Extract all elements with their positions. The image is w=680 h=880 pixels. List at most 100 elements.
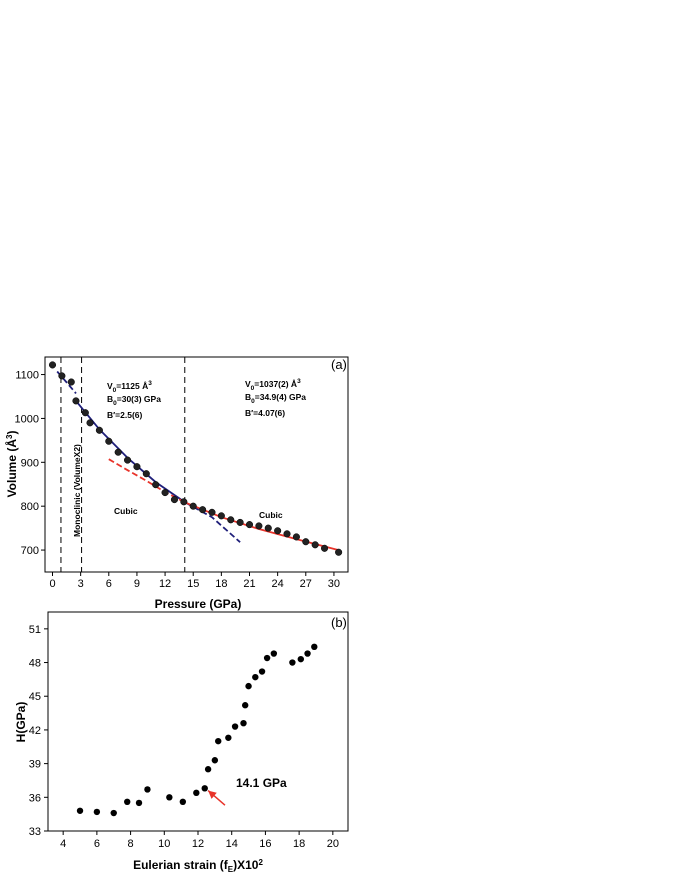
volume-data-point <box>170 496 179 504</box>
volume-data-point <box>199 506 207 514</box>
x-tick-label: 20 <box>327 838 339 850</box>
volume-data-point <box>58 372 66 380</box>
y-tick-label: 39 <box>29 759 41 771</box>
y-tick-label: 51 <box>29 624 41 636</box>
y-tick-label: 1100 <box>15 370 39 382</box>
volume-data-point <box>302 538 310 546</box>
y-tick-label: 45 <box>29 691 41 703</box>
hardness-data-point <box>110 809 117 817</box>
volume-data-points <box>48 361 343 556</box>
y-tick-label: 33 <box>29 826 41 838</box>
left-fit-v0: V0=1125 Å3 <box>107 380 152 394</box>
x-tick-label: 6 <box>106 578 112 590</box>
y-tick-label: 42 <box>29 725 41 737</box>
volume-data-point <box>161 489 169 497</box>
y-tick-label: 1000 <box>15 413 39 425</box>
volume-data-point <box>114 448 122 456</box>
hardness-data-point <box>215 737 222 745</box>
volume-data-point <box>274 527 282 535</box>
panel-b-hardness-vs-strain: 4 6 8 10 12 14 16 18 20 33 36 39 42 45 48 51 (b) Euler… <box>14 611 349 874</box>
volume-data-point <box>245 521 254 529</box>
panel-b-x-ticks: 4 6 8 10 12 14 16 18 20 <box>60 831 339 850</box>
hardness-data-point <box>304 650 311 657</box>
volume-data-point <box>67 378 75 386</box>
volume-data-point <box>48 361 57 369</box>
hardness-data-point <box>311 643 318 651</box>
volume-data-point <box>227 516 235 524</box>
x-tick-label: 27 <box>300 578 312 590</box>
volume-data-point <box>335 548 343 556</box>
hardness-data-point <box>297 655 305 663</box>
x-tick-label: 21 <box>243 578 255 590</box>
hardness-data-point <box>258 668 266 675</box>
cubic-label-1: Cubic <box>114 506 138 516</box>
volume-data-point <box>105 437 113 445</box>
transition-arrow <box>207 790 226 806</box>
x-tick-label: 14 <box>226 838 238 850</box>
x-tick-label: 0 <box>49 578 55 590</box>
x-tick-label: 3 <box>78 578 84 590</box>
hardness-data-point <box>240 719 247 727</box>
hardness-data-point <box>204 766 212 773</box>
arrow-head <box>208 790 217 799</box>
hardness-data-point <box>135 799 143 807</box>
y-tick-label: 48 <box>29 658 41 670</box>
hardness-data-point <box>245 682 252 690</box>
y-tick-label: 700 <box>21 545 39 557</box>
hardness-data-point <box>225 734 232 741</box>
volume-data-point <box>152 481 160 489</box>
hardness-data-point <box>76 807 84 814</box>
x-tick-label: 24 <box>272 578 284 590</box>
volume-data-point <box>292 533 300 541</box>
hardness-data-point <box>211 757 219 764</box>
x-tick-label: 16 <box>259 838 271 850</box>
hardness-data-point <box>166 794 173 801</box>
x-tick-label: 9 <box>134 578 140 590</box>
x-tick-label: 4 <box>60 838 66 850</box>
panel-a-y-axis-title: Volume (Å3) <box>4 431 19 498</box>
eos-fit-curve <box>108 458 187 504</box>
arrow-pressure-label: 14.1 GPa <box>236 776 287 790</box>
panel-b-y-axis-title: H(GPa) <box>14 702 28 743</box>
x-tick-label: 6 <box>94 838 100 850</box>
x-tick-label: 15 <box>187 578 199 590</box>
volume-data-point <box>81 409 89 417</box>
volume-data-point <box>208 508 216 516</box>
panel-b-plot-frame <box>47 611 349 832</box>
hardness-data-point <box>289 659 296 666</box>
hardness-data-point <box>124 798 131 805</box>
volume-data-point <box>217 512 225 520</box>
hardness-data-point <box>179 798 187 805</box>
right-fit-v0: V0=1037(2) Å3 <box>245 378 301 392</box>
hardness-data-point <box>241 702 249 709</box>
panel-a-volume-vs-pressure: 0 3 6 9 12 15 18 21 24 27 30 700 800 900 1000 1100 (a)… <box>4 356 349 611</box>
panel-b-y-ticks: 33 36 39 42 45 48 51 <box>29 624 48 838</box>
volume-data-point <box>124 456 132 464</box>
hardness-data-point <box>93 808 101 816</box>
panel-b-label: (b) <box>331 615 347 630</box>
volume-data-point <box>320 544 329 552</box>
hardness-data-point <box>252 673 259 681</box>
panel-b-x-axis-title: Eulerian strain (fE)X102 <box>133 858 263 874</box>
volume-data-point <box>133 463 141 471</box>
y-tick-label: 36 <box>29 792 41 804</box>
hardness-data-point <box>231 723 239 730</box>
hardness-data-point <box>201 785 208 792</box>
left-fit-b0: B0=30(3) GPa <box>107 394 161 407</box>
volume-data-point <box>180 498 188 506</box>
right-fit-b0: B0=34.9(4) GPa <box>245 392 306 405</box>
right-fit-b-prime: B′=4.07(6) <box>245 408 285 418</box>
x-tick-label: 18 <box>293 838 305 850</box>
cubic-label-2: Cubic <box>259 510 283 520</box>
volume-data-point <box>142 470 150 478</box>
x-tick-label: 8 <box>128 838 134 850</box>
volume-data-point <box>72 397 80 405</box>
y-tick-label: 900 <box>21 457 39 469</box>
x-tick-label: 12 <box>192 838 204 850</box>
x-tick-label: 10 <box>158 838 170 850</box>
panel-a-plot-frame <box>44 356 349 573</box>
panel-a-label: (a) <box>331 357 347 372</box>
monoclinic-phase-label: Monoclinic (VolumeX2) <box>72 444 82 537</box>
panel-a-x-axis-title: Pressure (GPa) <box>155 597 242 611</box>
